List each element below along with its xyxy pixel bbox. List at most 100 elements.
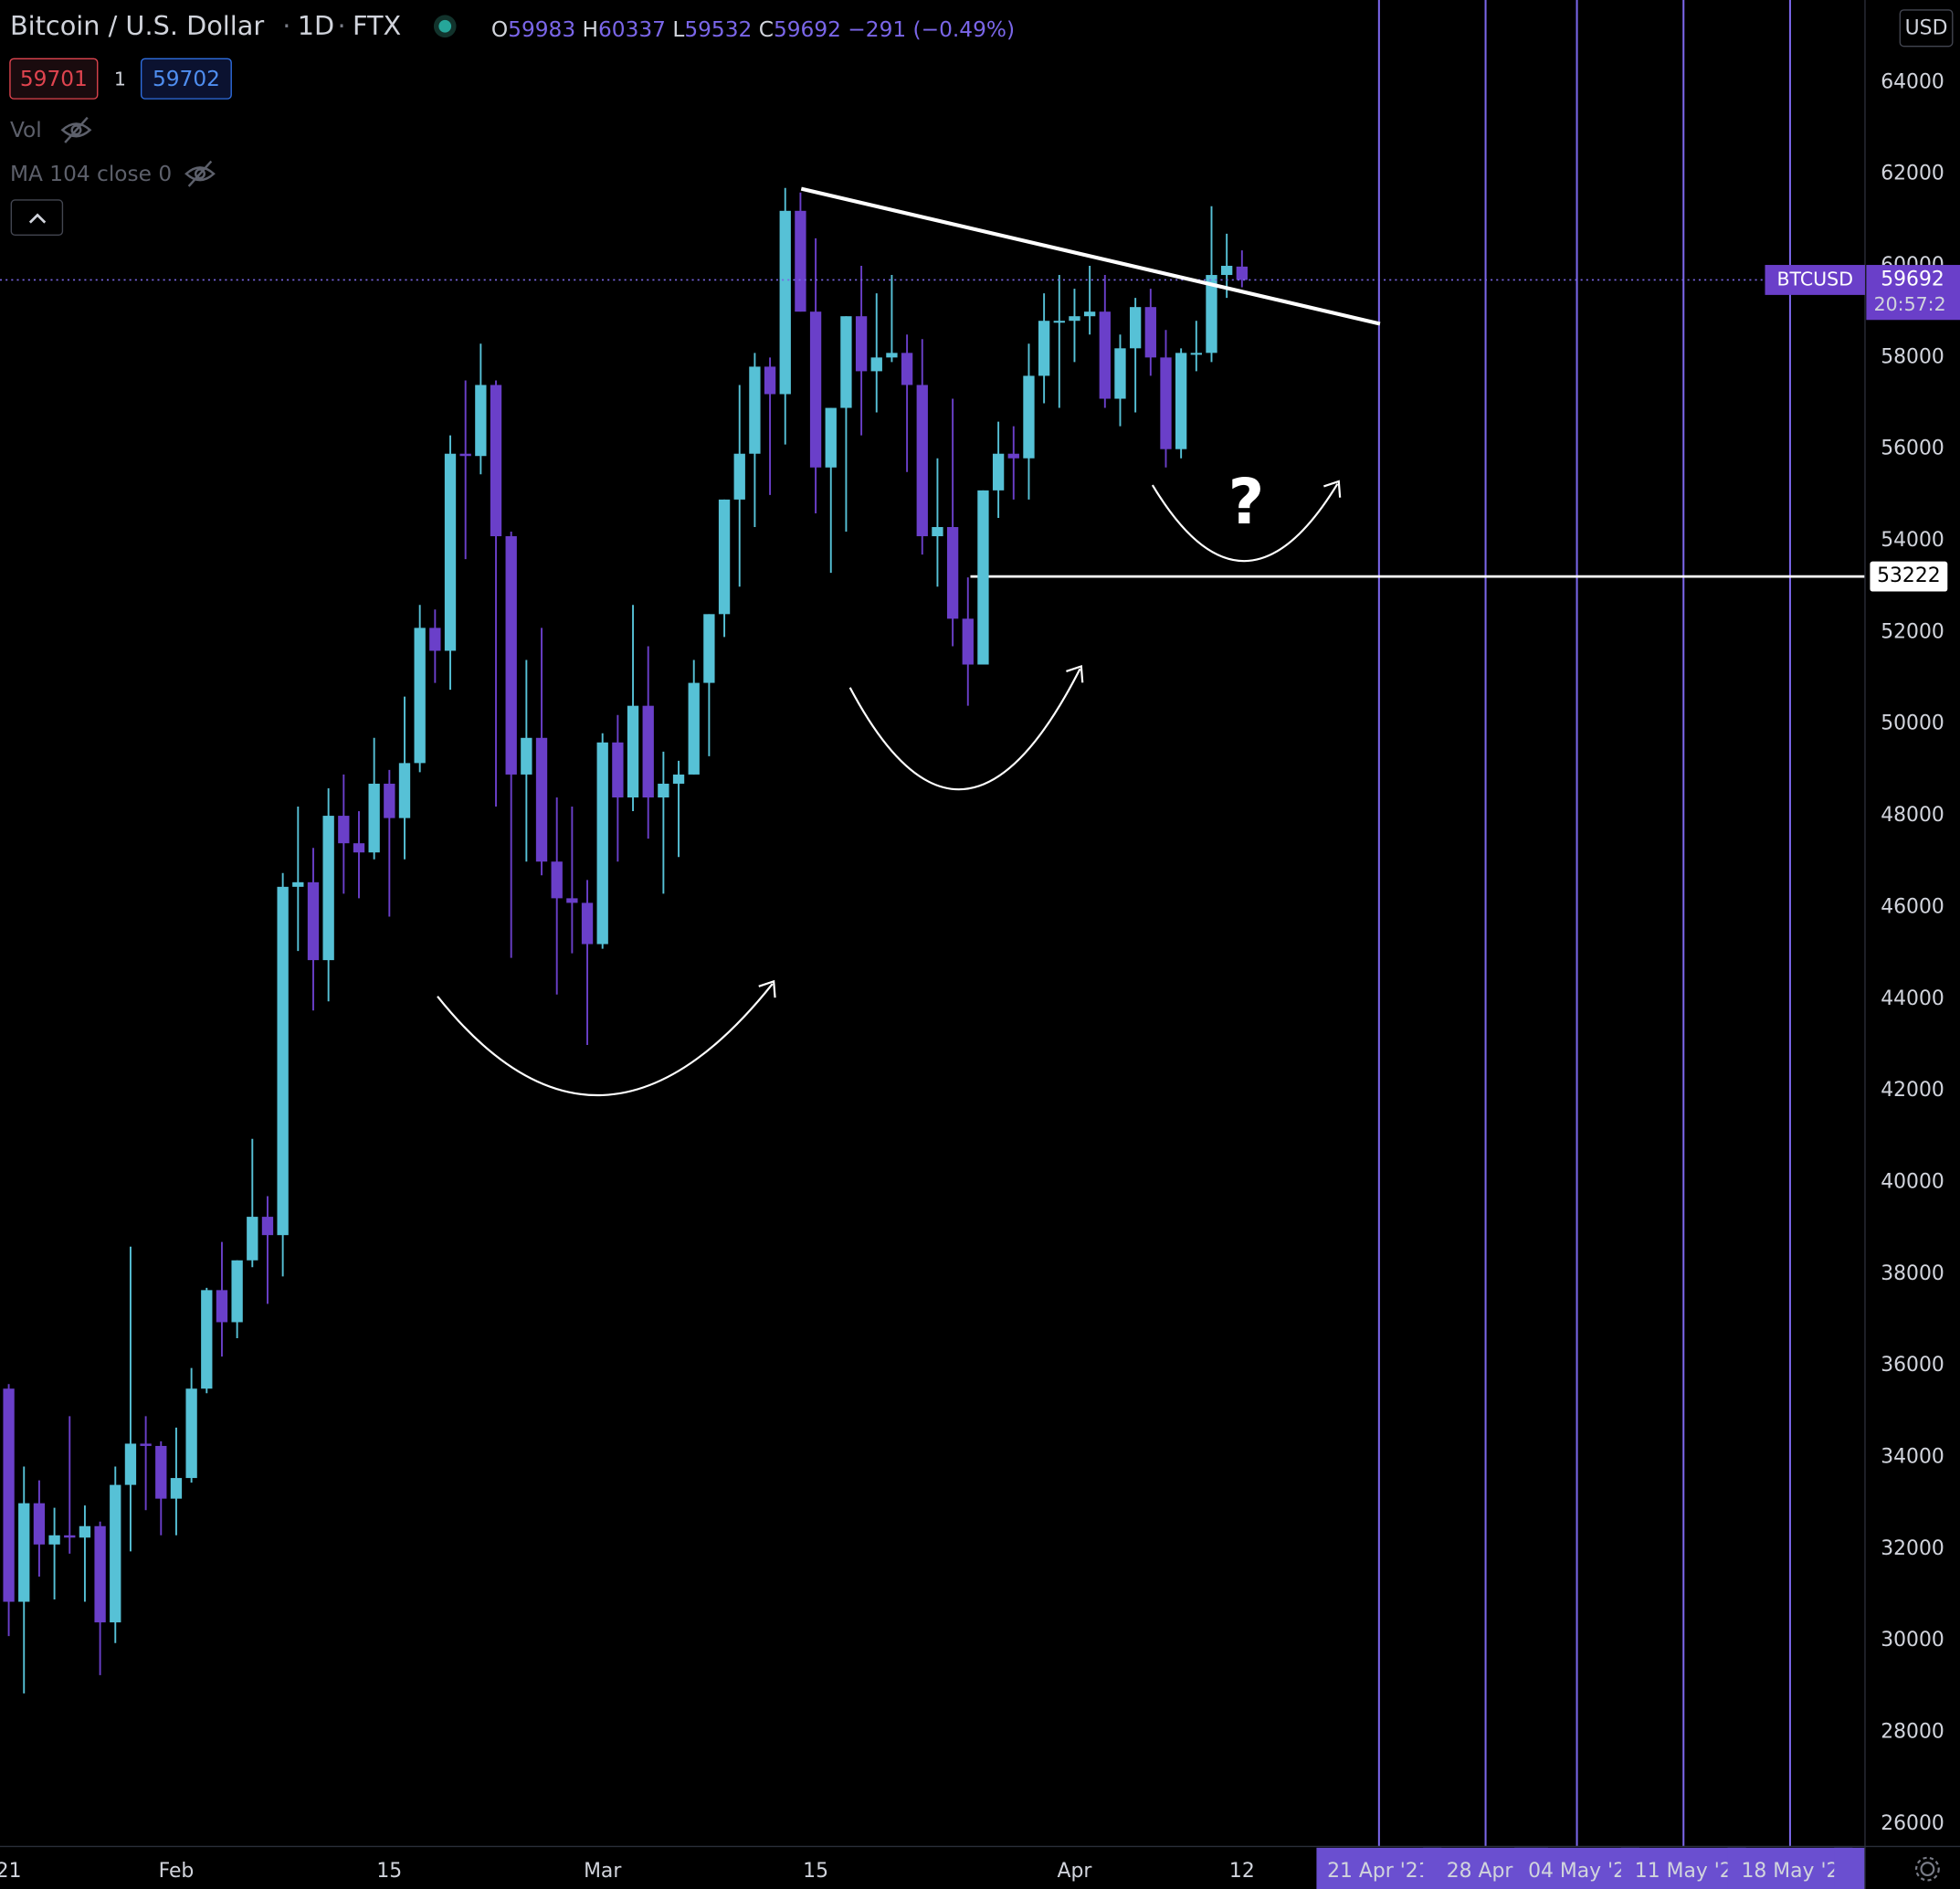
symbol-badge xyxy=(1765,265,1865,295)
separator: · xyxy=(338,10,346,41)
x-tick-label: 21 Apr '21 xyxy=(1327,1860,1430,1883)
price-label: 59692 xyxy=(1881,268,1944,290)
candle-body xyxy=(946,526,959,619)
curve-arrow xyxy=(848,668,1081,791)
y-tick-label: 48000 xyxy=(1881,804,1944,827)
candle-body xyxy=(551,861,563,899)
candle-body xyxy=(1175,353,1187,449)
level-badge xyxy=(1870,561,1948,592)
candle-body xyxy=(992,453,1005,491)
x-tick-label: 15 xyxy=(803,1860,828,1883)
candle-body xyxy=(307,881,320,961)
candle-body xyxy=(124,1443,137,1485)
candle-body xyxy=(1144,307,1156,358)
arrow-head xyxy=(1323,480,1342,498)
quantity[interactable]: 1 xyxy=(114,69,126,90)
candle-body xyxy=(201,1290,213,1389)
candle-body xyxy=(566,898,578,903)
collapse-button[interactable] xyxy=(10,199,64,236)
candle-body xyxy=(1038,321,1050,376)
candle-body xyxy=(642,705,654,798)
x-tick-label: 15 xyxy=(376,1860,402,1883)
candle-body xyxy=(247,1217,258,1261)
y-tick-label: 58000 xyxy=(1881,345,1944,368)
y-tick-label: 44000 xyxy=(1881,987,1944,1010)
candle-body xyxy=(855,316,868,372)
y-tick-label: 38000 xyxy=(1881,1262,1944,1285)
x-tick-label: Feb xyxy=(159,1860,195,1883)
ohlc-legend: O59983 H60337 L59532 C59692 −291 (−0.49%… xyxy=(491,16,1015,41)
sell-price[interactable]: 59701 xyxy=(20,67,88,91)
candle-body xyxy=(398,763,411,818)
candle-body xyxy=(886,353,898,358)
candle-body xyxy=(292,881,304,887)
candle-body xyxy=(1236,266,1248,280)
currency-button[interactable] xyxy=(1899,9,1954,47)
candle-body xyxy=(110,1484,121,1623)
time-highlight xyxy=(1834,1847,1865,1889)
candle-body xyxy=(322,816,334,961)
candle-body xyxy=(3,1388,15,1602)
candle-body xyxy=(825,407,837,468)
y-tick-label: 34000 xyxy=(1881,1445,1944,1468)
candle-body xyxy=(1160,357,1172,449)
buy-button[interactable] xyxy=(140,58,232,100)
candle-body xyxy=(79,1525,91,1538)
candle-body xyxy=(521,737,532,775)
indicator-label[interactable]: Vol xyxy=(10,118,42,142)
sell-button[interactable] xyxy=(9,58,99,100)
candle-body xyxy=(1069,316,1080,322)
y-tick-label: 42000 xyxy=(1881,1079,1944,1102)
candle-body xyxy=(962,618,974,665)
level-label: 53222 xyxy=(1877,565,1941,587)
candle-body xyxy=(505,536,517,775)
x-tick-label: 21 xyxy=(0,1860,22,1883)
curve-arrow xyxy=(1151,483,1339,563)
candle-body xyxy=(48,1535,60,1545)
y-tick-label: 56000 xyxy=(1881,438,1944,460)
candle-body xyxy=(1114,348,1126,399)
x-tick-label: 04 May '2 xyxy=(1528,1860,1626,1883)
candle-body xyxy=(932,526,943,537)
hidden-icon[interactable] xyxy=(184,160,216,187)
candle-body xyxy=(1023,375,1035,459)
y-tick-label: 46000 xyxy=(1881,895,1944,918)
indicator-label[interactable]: MA 104 close 0 xyxy=(10,162,172,186)
candle-body xyxy=(185,1388,197,1479)
currency[interactable]: USD xyxy=(1905,16,1948,39)
candle-body xyxy=(703,614,715,683)
symbol-label: BTCUSD xyxy=(1776,268,1853,290)
symbol-title: Bitcoin / U.S. Dollar xyxy=(10,10,264,41)
buy-price[interactable]: 59702 xyxy=(153,67,220,91)
candle-body xyxy=(33,1503,46,1545)
candle-body xyxy=(612,742,624,798)
countdown-label: 20:57:2 xyxy=(1874,293,1946,315)
trend-line xyxy=(800,186,1381,326)
ohlc-value: 60337 xyxy=(598,16,666,41)
price-labels: BTCUSD 59692 20:57:2 53222 xyxy=(1765,265,1960,592)
x-tick-label: 12 xyxy=(1229,1860,1255,1883)
candle-body xyxy=(916,385,928,537)
candle-body xyxy=(338,816,350,844)
x-tick-label: Apr xyxy=(1058,1860,1092,1883)
candle-body xyxy=(658,783,669,798)
time-axis: 21 Feb 15 Mar 15 Apr 12 21 Apr '21 28 Apr '04 Ma… xyxy=(0,1847,1865,1889)
y-tick-label: 54000 xyxy=(1881,529,1944,552)
status-dot xyxy=(438,19,452,33)
hidden-icon[interactable] xyxy=(60,116,92,143)
settings-icon[interactable] xyxy=(1915,1856,1940,1882)
chevron-icon[interactable] xyxy=(28,213,47,224)
arrow-head xyxy=(758,979,776,998)
candle-body xyxy=(733,453,745,500)
ohlc-key: C xyxy=(759,16,774,41)
candle-body xyxy=(429,628,441,651)
time-highlight xyxy=(1727,1847,1853,1889)
ohlc-key: L xyxy=(672,16,684,41)
candle-body xyxy=(261,1217,274,1236)
ohlc-value: 59532 xyxy=(684,16,752,41)
candle-body xyxy=(977,490,989,665)
y-tick-label: 36000 xyxy=(1881,1354,1944,1377)
candle-body xyxy=(170,1478,183,1499)
candle-body xyxy=(870,357,882,372)
